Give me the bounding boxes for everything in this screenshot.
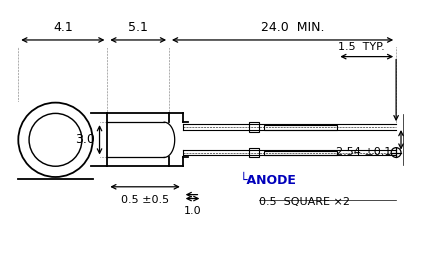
Text: 0.5 ±0.5: 0.5 ±0.5 [121, 195, 169, 205]
Text: └ANODE: └ANODE [239, 174, 296, 187]
Text: 2.54 ±0.1: 2.54 ±0.1 [336, 146, 391, 157]
Bar [249, 122, 259, 132]
Bar [249, 148, 259, 157]
Text: 3.0: 3.0 [75, 133, 95, 146]
Text: 1.0: 1.0 [184, 206, 201, 216]
Text: 5.1: 5.1 [128, 21, 148, 34]
Bar [264, 125, 337, 130]
Text: 1.5  TYP.: 1.5 TYP. [339, 42, 385, 52]
Text: 0.5  SQUARE ×2: 0.5 SQUARE ×2 [259, 196, 350, 206]
Bar [264, 151, 337, 155]
Text: 4.1: 4.1 [53, 21, 73, 34]
Text: 24.0  MIN.: 24.0 MIN. [261, 21, 324, 34]
